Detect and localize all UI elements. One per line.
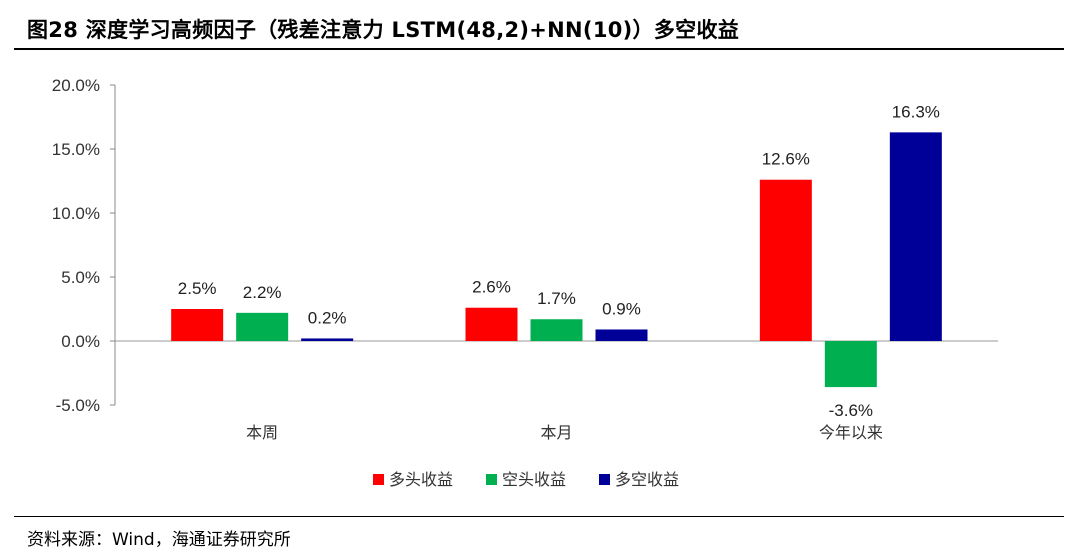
- legend-swatch: [486, 474, 497, 485]
- legend-swatch: [599, 474, 610, 485]
- bar: [171, 309, 224, 341]
- bars: [171, 132, 942, 388]
- source-rule: [14, 516, 1064, 517]
- title-rule: [14, 48, 1064, 50]
- data-label: -3.6%: [829, 401, 873, 420]
- category-labels: 本周 本月 今年以来: [246, 423, 883, 442]
- y-tick-label: -5.0%: [56, 396, 100, 415]
- chart-title: 图28 深度学习高频因子（残差注意力 LSTM(48,2)+NN(10)）多空收…: [27, 18, 740, 42]
- category-label: 本周: [246, 423, 278, 442]
- data-labels: 2.5% 2.2% 0.2% 2.6% 1.7% 0.9% 12.6% -3.6% 16.3%: [178, 102, 940, 420]
- data-label: 0.9%: [602, 299, 641, 318]
- data-label: 1.7%: [537, 289, 576, 308]
- source-note: 资料来源：Wind，海通证券研究所: [27, 530, 291, 550]
- bar: [824, 341, 877, 388]
- bar: [465, 307, 518, 341]
- bar: [889, 132, 942, 341]
- y-tick-label: 0.0%: [61, 332, 100, 351]
- data-label: 2.6%: [472, 278, 511, 297]
- legend-label: 空头收益: [502, 470, 566, 489]
- bar: [530, 319, 583, 341]
- y-tick-label: 5.0%: [61, 268, 100, 287]
- data-label: 16.3%: [892, 102, 940, 121]
- bar: [301, 338, 354, 341]
- data-label: 12.6%: [762, 150, 810, 169]
- legend: 多头收益 空头收益 多空收益: [373, 470, 679, 489]
- bar: [759, 179, 812, 341]
- data-label: 2.5%: [178, 279, 217, 298]
- legend-swatch: [373, 474, 384, 485]
- bar: [595, 329, 648, 341]
- category-label: 今年以来: [819, 423, 883, 442]
- data-label: 2.2%: [243, 283, 282, 302]
- legend-label: 多空收益: [615, 470, 679, 489]
- y-tick-label: 10.0%: [52, 204, 100, 223]
- legend-label: 多头收益: [389, 470, 453, 489]
- y-tick-label: 15.0%: [52, 140, 100, 159]
- data-label: 0.2%: [308, 308, 347, 327]
- y-tick-label: 20.0%: [52, 76, 100, 95]
- bar-chart: -5.0% 0.0% 5.0% 10.0% 15.0% 20.0% 2.5% 2.2% 0.2…: [52, 76, 998, 489]
- category-label: 本月: [540, 423, 572, 442]
- bar: [236, 312, 289, 341]
